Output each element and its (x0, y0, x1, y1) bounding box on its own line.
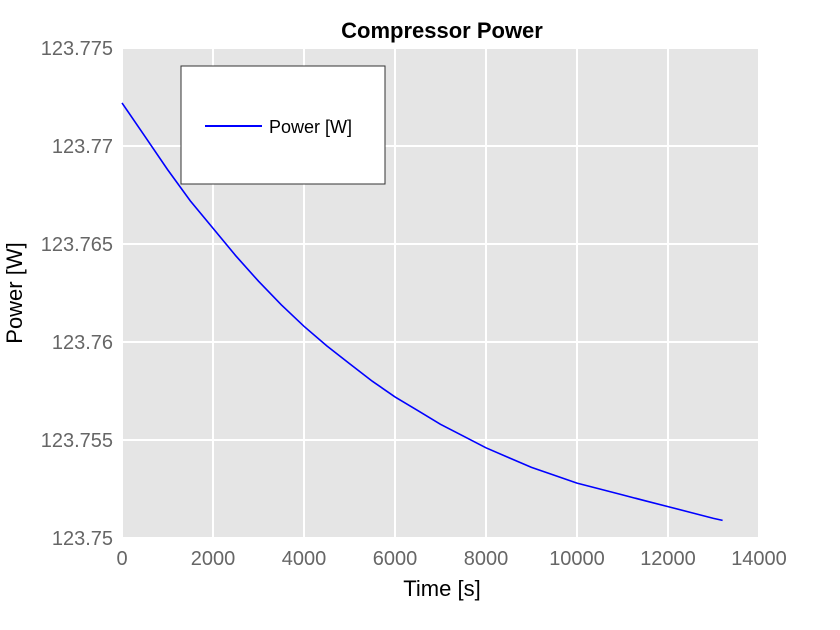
y-axis-ticks: 123.75 123.755 123.76 123.765 123.77 123.775 (41, 38, 113, 550)
y-tick-label: 123.77 (52, 136, 113, 158)
y-tick-label: 123.75 (52, 528, 113, 550)
y-tick-label: 123.775 (41, 38, 113, 60)
series-group (121, 102, 723, 522)
y-tick-label: 123.76 (52, 332, 113, 354)
x-tick-label: 6000 (373, 548, 418, 570)
y-axis-label: Power [W] (2, 242, 27, 343)
x-axis-ticks: 0 2000 4000 6000 8000 10000 12000 14000 (116, 548, 786, 570)
x-tick-label: 8000 (464, 548, 509, 570)
series-line-power (121, 102, 723, 522)
x-tick-label: 2000 (191, 548, 236, 570)
y-tick-label: 123.765 (41, 234, 113, 256)
y-tick-label: 123.755 (41, 430, 113, 452)
legend: Power [W] (180, 65, 386, 185)
x-tick-label: 4000 (282, 548, 327, 570)
legend-label-power: Power [W] (269, 117, 352, 137)
x-axis-label: Time [s] (403, 576, 480, 601)
x-tick-label: 12000 (640, 548, 696, 570)
x-tick-label: 0 (116, 548, 127, 570)
chart-title: Compressor Power (341, 18, 543, 43)
legend-box (180, 65, 386, 185)
x-tick-label: 10000 (549, 548, 605, 570)
x-tick-label: 14000 (731, 548, 787, 570)
